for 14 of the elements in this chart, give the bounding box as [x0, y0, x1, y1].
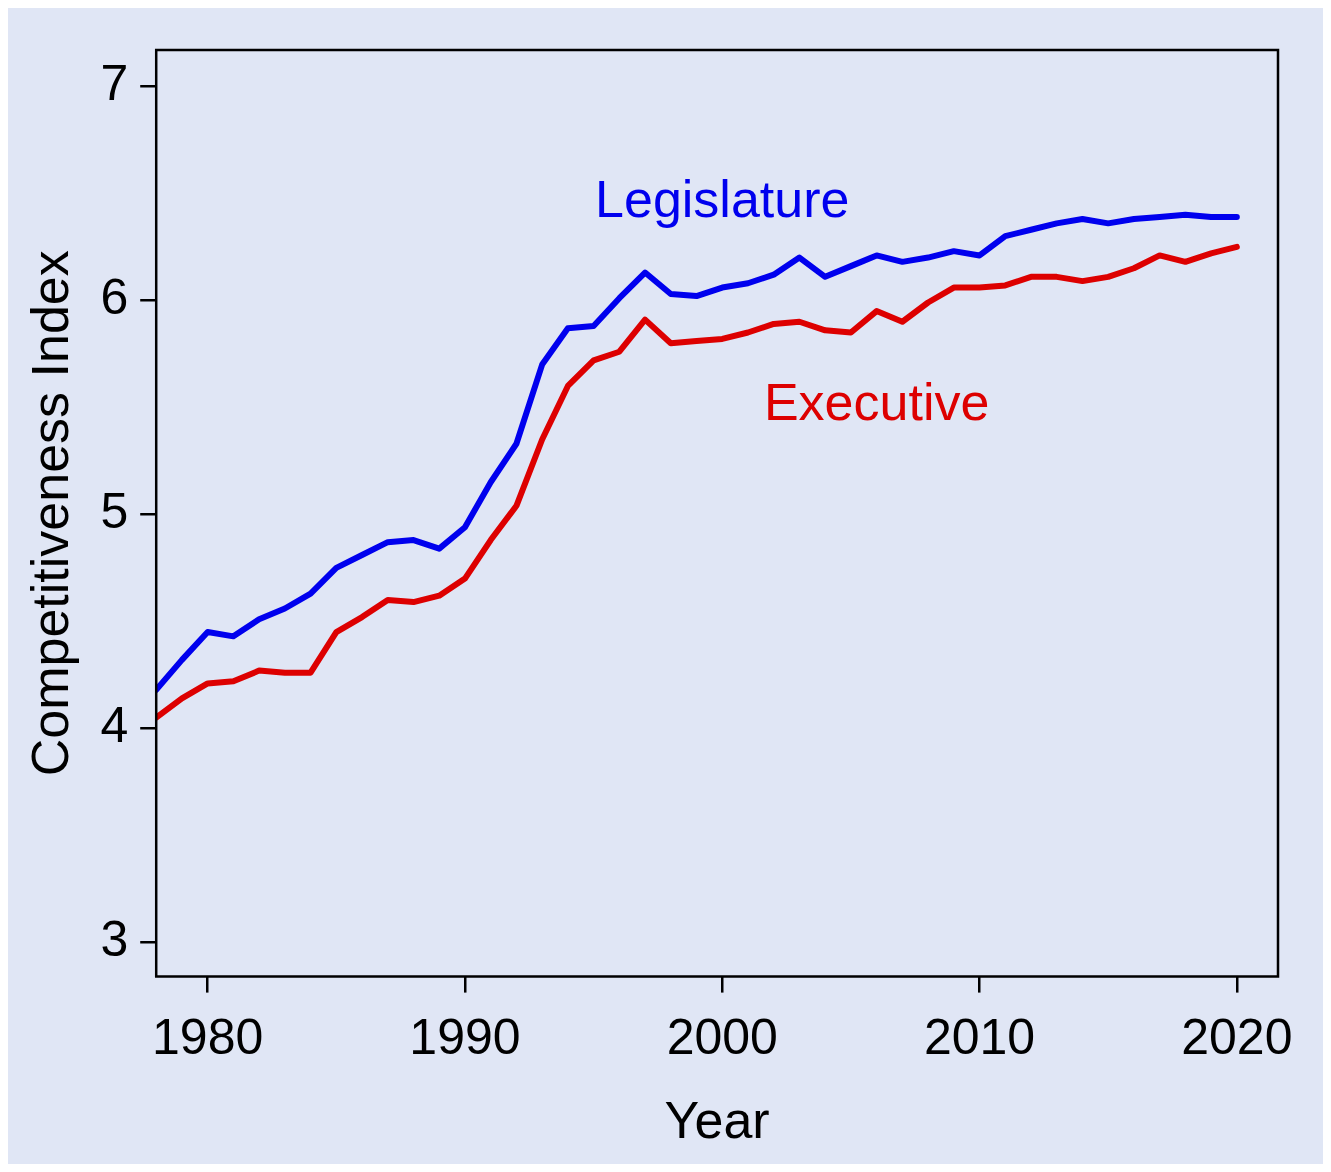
- y-tick-label: 5: [100, 483, 129, 540]
- x-tick-label: 2000: [666, 1009, 778, 1066]
- y-tick-label: 3: [100, 911, 129, 968]
- x-axis-title: Year: [664, 1091, 770, 1150]
- x-tick-label: 2020: [1181, 1009, 1293, 1066]
- x-tick-label: 2010: [923, 1009, 1036, 1066]
- y-axis-title: Competitiveness Index: [20, 250, 79, 777]
- series-label: Legislature: [595, 169, 850, 228]
- y-tick-label: 7: [100, 55, 129, 112]
- x-tick-label: 1980: [152, 1009, 264, 1066]
- y-tick-label: 4: [100, 697, 129, 754]
- series-label: Executive: [763, 373, 990, 432]
- x-tick-label: 1990: [409, 1009, 521, 1066]
- y-tick-label: 6: [100, 269, 129, 326]
